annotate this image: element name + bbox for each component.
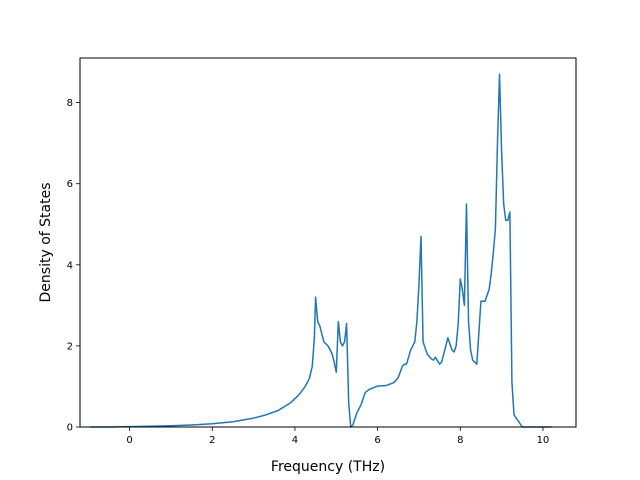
- y-axis-title: Density of States: [38, 183, 54, 303]
- x-tick-label: 4: [292, 435, 298, 446]
- x-tick-label: 8: [457, 435, 463, 446]
- axis-ticks: 0 2 4 6 8 10 0 2 4 6 8: [67, 98, 550, 446]
- x-tick-label: 6: [374, 435, 380, 446]
- y-tick-label: 4: [67, 260, 73, 271]
- x-axis-title: Frequency (THz): [271, 459, 385, 475]
- plot-area: [89, 73, 552, 428]
- x-tick-label: 0: [126, 435, 132, 446]
- y-tick-label: 0: [67, 423, 73, 434]
- dos-series-line-0: [89, 73, 552, 428]
- y-tick-label: 8: [67, 98, 73, 109]
- y-tick-label: 6: [67, 179, 73, 190]
- axes-frame: [79, 57, 577, 428]
- x-tick-label: 10: [537, 435, 550, 446]
- y-tick-label: 2: [67, 341, 73, 352]
- x-tick-label: 2: [209, 435, 215, 446]
